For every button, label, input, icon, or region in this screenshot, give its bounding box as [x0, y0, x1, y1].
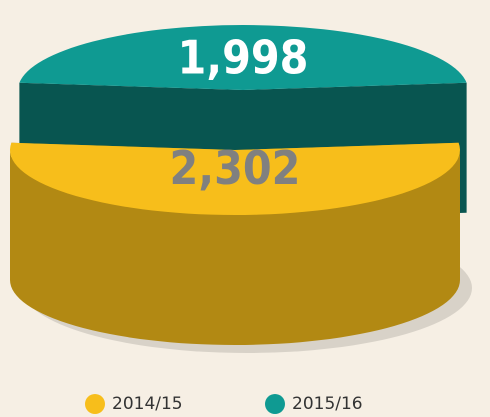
legend-label: 2015/16 [292, 394, 363, 414]
legend-swatch [85, 394, 105, 414]
value-label: 1,998 [178, 30, 309, 84]
legend-label: 2014/15 [112, 394, 183, 414]
slice-wall [10, 150, 460, 345]
value-label: 2,302 [170, 141, 301, 195]
legend-swatch [265, 394, 285, 414]
slice [19, 25, 467, 91]
slice [9, 142, 460, 215]
